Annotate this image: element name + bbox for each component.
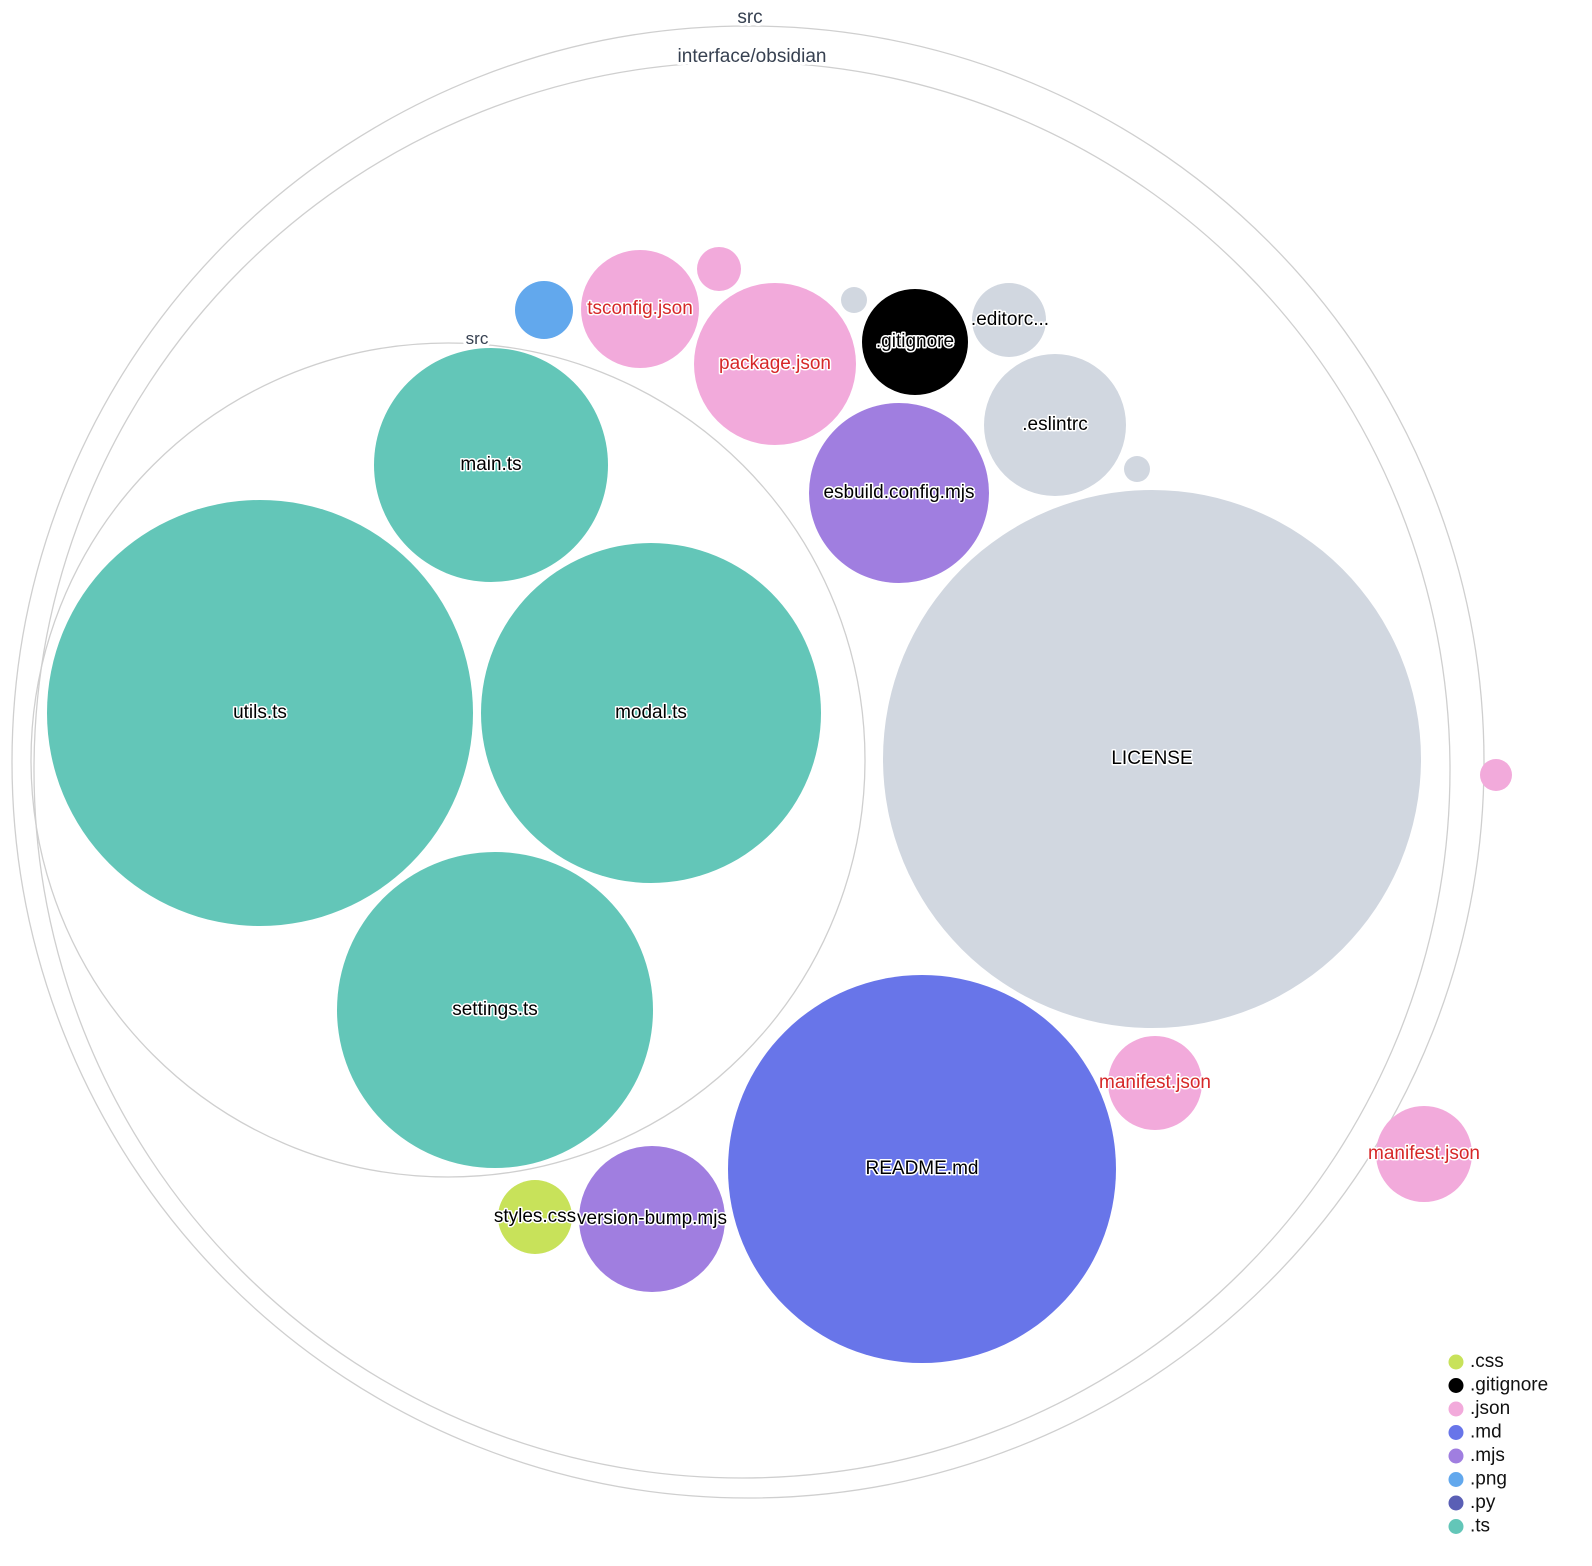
file-label: LICENSE [1111, 748, 1192, 769]
file-label: .gitignore [876, 331, 954, 352]
folder-label: src [737, 7, 762, 28]
file-label: package.json [719, 353, 831, 374]
file-labels: utils.ts modal.ts main.ts settings.ts LICENS… [232, 297, 1482, 1231]
file-circle[interactable] [47, 500, 473, 926]
file-label: .editorc... [971, 309, 1049, 330]
folder-ring[interactable] [11, 25, 1485, 1499]
legend: .css .gitignore.json .md.mjs .png.py .ts [1448, 1351, 1548, 1537]
file-circle[interactable] [337, 852, 653, 1168]
folder-rings: src interface/obsidian src [11, 4, 1485, 1499]
file-label: utils.ts [233, 702, 287, 723]
file-circle[interactable] [579, 1146, 725, 1292]
file-label: esbuild.config.mjs [823, 482, 974, 503]
file-circle[interactable] [515, 281, 573, 339]
file-circle[interactable] [841, 287, 867, 313]
legend-swatch [1448, 1495, 1464, 1511]
file-circle[interactable] [1108, 1036, 1202, 1130]
file-circle[interactable] [862, 289, 968, 395]
legend-swatch [1448, 1448, 1464, 1464]
legend-label: .gitignore [1470, 1375, 1548, 1396]
legend-label: .md [1470, 1422, 1502, 1443]
file-circle[interactable] [972, 283, 1046, 357]
legend-label: .ts [1470, 1516, 1490, 1537]
file-label: main.ts [460, 454, 521, 475]
file-label: manifest.json [1099, 1072, 1211, 1093]
file-circle[interactable] [984, 354, 1126, 496]
file-circle[interactable] [498, 1180, 572, 1254]
legend-label: .png [1470, 1469, 1507, 1490]
file-circle[interactable] [1124, 456, 1150, 482]
file-label: .eslintrc [1022, 414, 1087, 435]
folder-label: interface/obsidian [678, 46, 827, 67]
file-circle[interactable] [374, 348, 608, 582]
legend-label: .css [1470, 1351, 1504, 1372]
legend-label: .mjs [1470, 1445, 1505, 1466]
file-circle[interactable] [1376, 1106, 1472, 1202]
file-label: modal.ts [615, 702, 687, 723]
file-label: settings.ts [452, 999, 538, 1020]
folder-ring[interactable] [33, 61, 1451, 1479]
file-circles [47, 247, 1512, 1363]
legend-label: .json [1470, 1398, 1510, 1419]
file-circle[interactable] [581, 250, 699, 368]
folder-label: src [466, 329, 489, 348]
file-label: README.md [866, 1158, 979, 1179]
file-circle[interactable] [728, 975, 1116, 1363]
file-circle[interactable] [809, 403, 989, 583]
file-circle[interactable] [481, 543, 821, 883]
legend-swatch [1448, 1401, 1464, 1417]
file-label: tsconfig.json [587, 298, 693, 319]
legend-label: .py [1470, 1492, 1496, 1513]
file-circle[interactable] [883, 490, 1421, 1028]
file-label: manifest.json [1368, 1143, 1480, 1164]
file-label: version-bump.mjs [577, 1208, 727, 1229]
legend-swatch [1448, 1378, 1464, 1393]
folder-ring[interactable] [30, 342, 866, 1178]
file-label: styles.css [494, 1206, 576, 1227]
legend-swatch [1448, 1472, 1464, 1487]
file-circle[interactable] [694, 283, 856, 445]
file-circle[interactable] [697, 247, 741, 291]
legend-swatch [1448, 1519, 1464, 1534]
file-circle[interactable] [1480, 759, 1512, 791]
legend-swatch [1448, 1425, 1464, 1440]
legend-swatch [1448, 1354, 1464, 1370]
